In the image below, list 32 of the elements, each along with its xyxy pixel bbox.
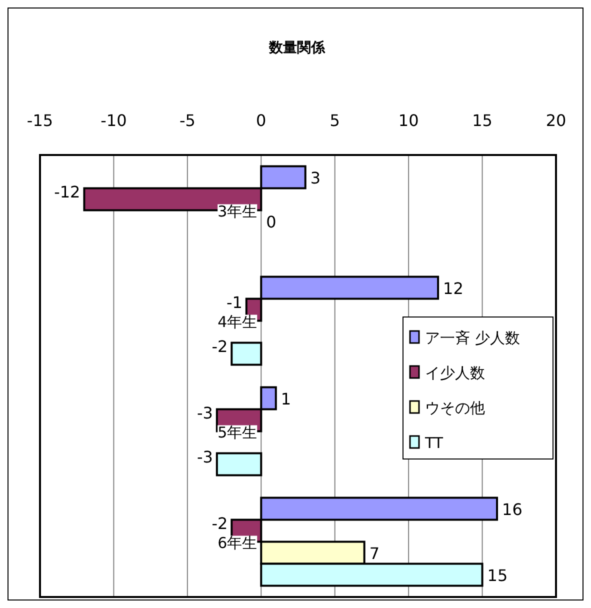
bar: [216, 452, 262, 476]
data-label: 16: [502, 500, 522, 519]
bar: [230, 342, 262, 366]
x-tick-label: 0: [256, 111, 266, 130]
x-tick-label: -10: [100, 111, 127, 130]
data-label: -2: [212, 514, 228, 533]
data-label: -2: [212, 336, 228, 356]
x-tick-label: 20: [546, 111, 566, 130]
x-tick-label: -5: [179, 111, 196, 130]
data-label: 15: [487, 566, 508, 585]
y-tick-label: 3年生: [218, 202, 258, 220]
data-label: -1: [226, 292, 242, 312]
legend-label: ア一斉 少人数: [425, 329, 520, 347]
y-tick-label: 5年生: [218, 423, 258, 442]
data-label: 1: [280, 389, 292, 408]
x-tick-label: 5: [330, 111, 340, 130]
legend-label: TT: [424, 434, 444, 452]
legend-label: ウその他: [425, 399, 485, 417]
data-label: 12: [443, 278, 464, 298]
chart-title: 数量関係: [268, 40, 326, 56]
legend-label: イ少人数: [425, 364, 485, 382]
x-tick-label: -15: [26, 111, 54, 130]
x-tick-label: 15: [472, 111, 492, 130]
data-label: -3: [196, 403, 213, 422]
data-label: 3: [310, 168, 321, 188]
data-label: 7: [369, 544, 380, 563]
y-tick-label: 6年生: [218, 534, 258, 552]
data-label: 0: [266, 212, 276, 232]
x-tick-label: 10: [398, 111, 419, 130]
data-label: -3: [196, 447, 213, 466]
y-tick-label: 4年生: [218, 312, 258, 331]
data-label: -12: [54, 182, 80, 202]
